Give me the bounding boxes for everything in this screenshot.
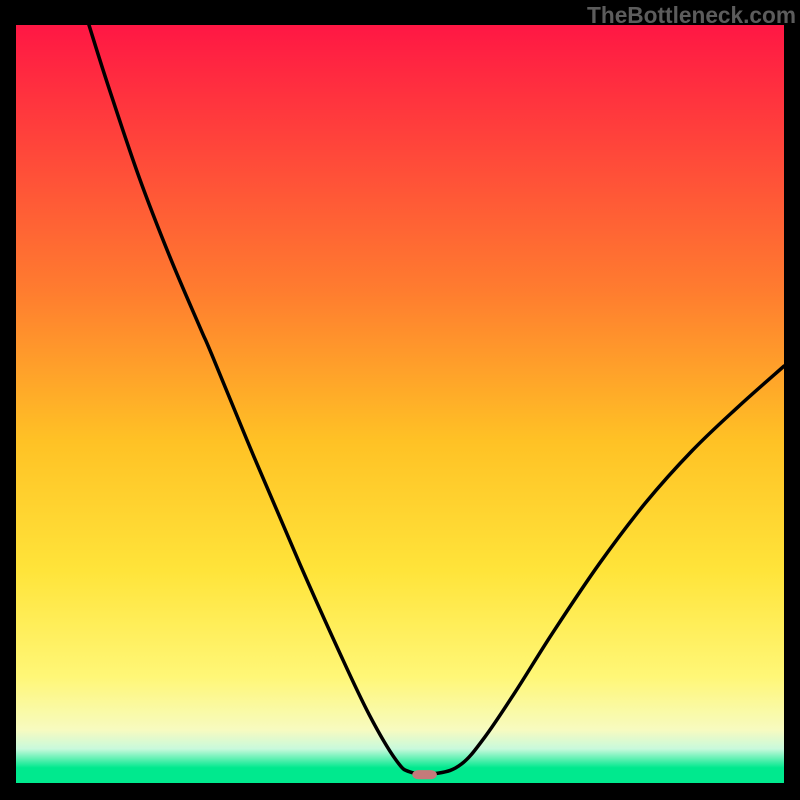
chart-svg [16, 25, 784, 783]
bottleneck-marker [412, 770, 437, 779]
plot-frame [16, 25, 784, 783]
attribution-text: TheBottleneck.com [587, 2, 796, 29]
gradient-background [16, 25, 784, 783]
canvas: TheBottleneck.com [0, 0, 800, 800]
